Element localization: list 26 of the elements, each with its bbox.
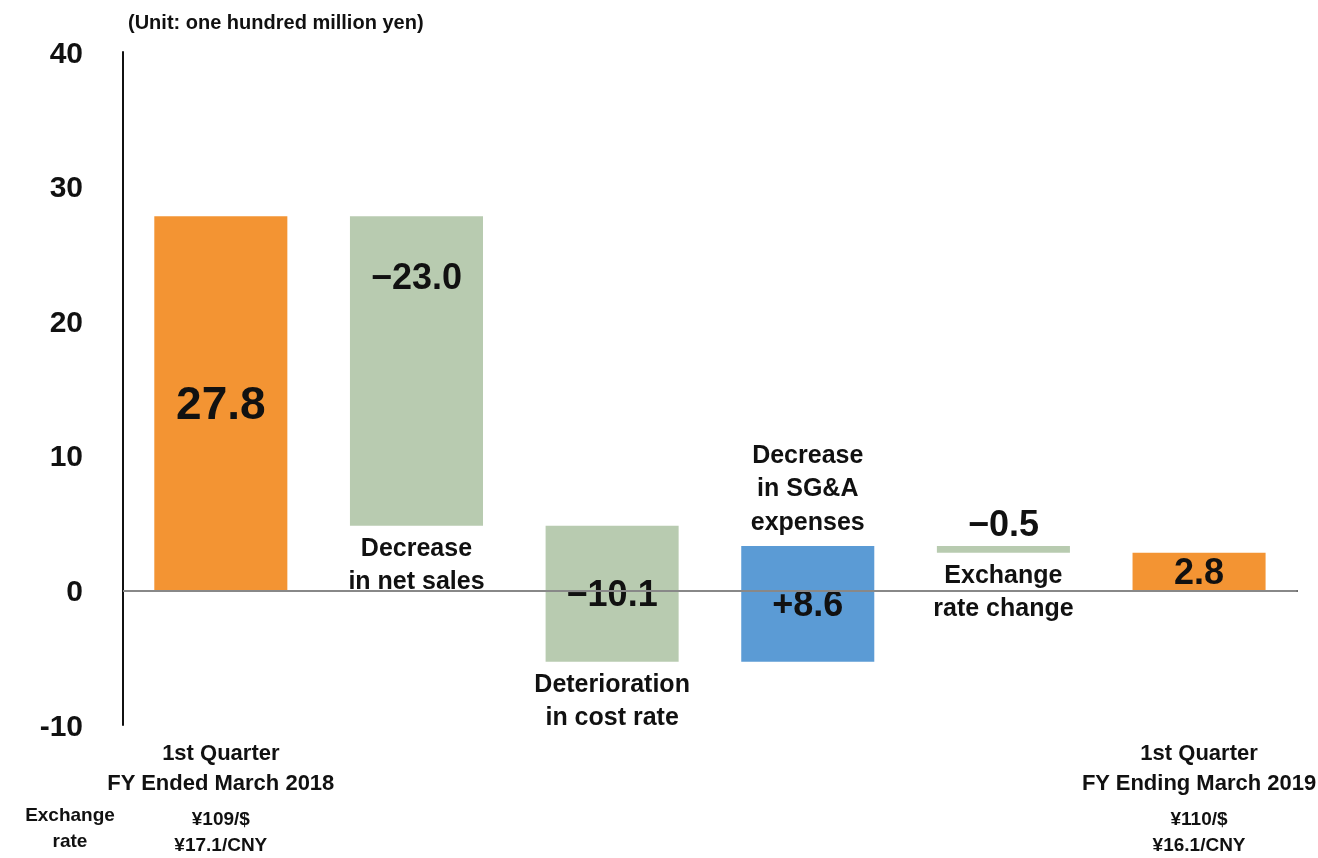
bar xyxy=(154,216,288,591)
bar xyxy=(936,545,1070,553)
bar xyxy=(349,216,483,526)
text: ¥110/$ ¥16.1/CNY xyxy=(1152,808,1246,855)
x-tick-label: 1st Quarter FY Ending March 2019 xyxy=(1081,739,1317,795)
annotation: Decrease in net sales xyxy=(348,532,485,595)
annotation: Decrease in SG&A expenses xyxy=(750,439,865,536)
y-tick-label: 0 xyxy=(66,573,83,607)
data-label: 27.8 xyxy=(176,377,266,430)
text: ¥109/$ ¥17.1/CNY xyxy=(174,808,268,855)
y-tick-label: 10 xyxy=(49,439,83,473)
bar xyxy=(741,545,875,662)
y-tick-label: 30 xyxy=(49,170,83,204)
y-tick-label: 20 xyxy=(49,304,83,338)
data-label: −0.5 xyxy=(967,503,1039,545)
annotation: Exchange rate change xyxy=(933,559,1074,622)
data-label: +8.6 xyxy=(772,583,844,625)
y-tick-label: -10 xyxy=(39,708,83,742)
y-axis-title: (Unit: one hundred million yen) xyxy=(128,11,424,33)
annotation: Deterioration in cost rate xyxy=(534,668,690,731)
bar xyxy=(545,525,679,662)
x-tick-label: 1st Quarter FY Ended March 2018 xyxy=(107,739,335,795)
data-label: −23.0 xyxy=(370,255,463,297)
data-label: 2.8 xyxy=(1174,551,1225,593)
y-tick-label: 40 xyxy=(49,35,83,69)
text: Exchange rate xyxy=(25,804,115,851)
